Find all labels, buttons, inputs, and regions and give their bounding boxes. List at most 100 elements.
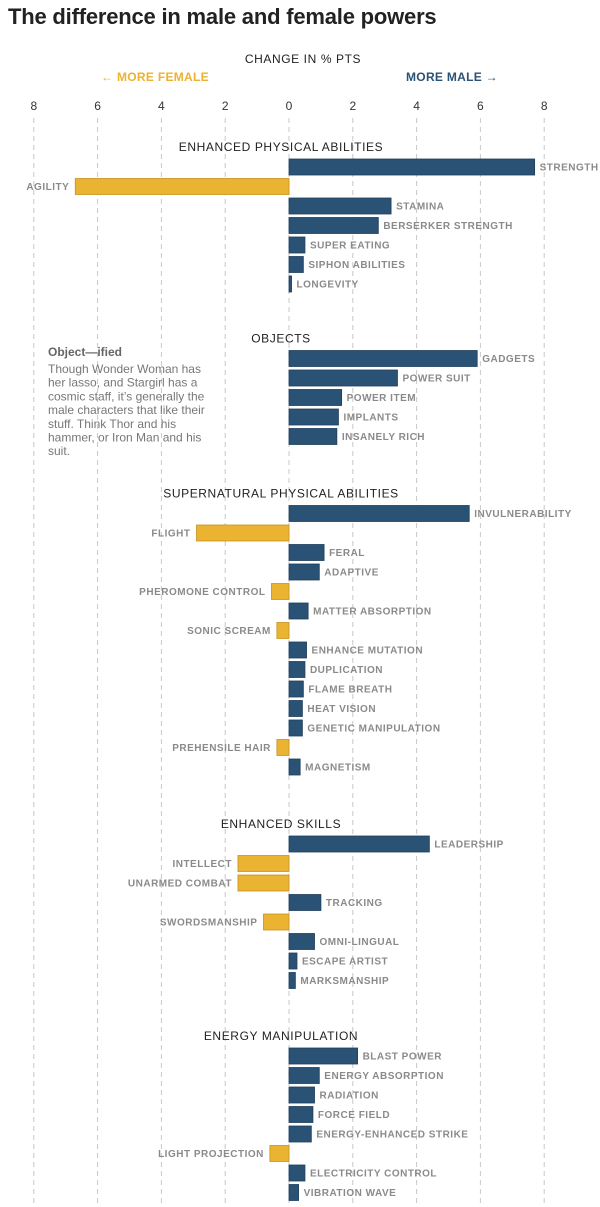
bar-male <box>288 544 325 561</box>
bar-label: STRENGTH <box>540 163 599 174</box>
bar-label: HEAT VISION <box>307 704 376 715</box>
bar-label: MATTER ABSORPTION <box>313 607 432 618</box>
bar-label: OMNI-LINGUAL <box>320 937 400 948</box>
bar-female <box>74 178 290 195</box>
bar-male <box>288 256 304 273</box>
bar-label: GENETIC MANIPULATION <box>307 724 440 735</box>
annotation-line: male characters that like their <box>48 403 205 417</box>
x-tick-label: 8 <box>541 99 548 113</box>
x-tick-label: 4 <box>158 99 165 113</box>
bar-male <box>288 1067 320 1084</box>
bar-male <box>288 894 322 911</box>
bar-label: VIBRATION WAVE <box>304 1188 397 1199</box>
bar-male <box>288 158 536 176</box>
bar-label: RADIATION <box>320 1091 379 1102</box>
bar-male <box>288 1047 358 1065</box>
annotation-line: hammer, or Iron Man and his <box>48 431 201 445</box>
bar-male <box>288 563 320 581</box>
bar-male <box>288 408 339 426</box>
bar-label: IMPLANTS <box>343 413 398 424</box>
bar-female <box>271 583 290 600</box>
bar-label: STAMINA <box>396 202 444 213</box>
bar-label: INTELLECT <box>172 859 232 870</box>
bar-label: SWORDSMANSHIP <box>160 918 258 929</box>
bar-male <box>288 236 306 254</box>
bar-male <box>288 602 309 620</box>
chart-title: The difference in male and female powers <box>8 4 437 29</box>
annotation-line: her lasso, and Stargirl has a <box>48 376 198 390</box>
bar-female <box>276 622 290 639</box>
bar-male <box>288 719 303 737</box>
bar-male <box>288 369 398 387</box>
bar-male <box>288 428 338 445</box>
bar-label: ESCAPE ARTIST <box>302 957 388 968</box>
group-label: SUPERNATURAL PHYSICAL ABILITIES <box>163 487 399 501</box>
bar-label: SONIC SCREAM <box>187 626 271 637</box>
x-tick-label: 2 <box>222 99 229 113</box>
bar-male <box>288 758 301 776</box>
x-tick-label: 8 <box>30 99 37 113</box>
bar-label: ADAPTIVE <box>324 568 379 579</box>
bar-label: FLIGHT <box>151 529 190 540</box>
bar-male <box>288 1164 306 1182</box>
bar-female <box>263 913 290 931</box>
bar-male <box>288 217 379 234</box>
group-label: ENERGY MANIPULATION <box>204 1029 358 1043</box>
annotation-line: cosmic staff, it’s generally the <box>48 389 205 403</box>
bar-label: PREHENSILE HAIR <box>172 743 271 754</box>
bar-male <box>288 505 470 522</box>
bar-female <box>237 855 290 872</box>
group-label: ENHANCED PHYSICAL ABILITIES <box>179 140 383 154</box>
bar-male <box>288 661 306 678</box>
bar-label: TRACKING <box>326 898 383 909</box>
bar-label: DUPLICATION <box>310 665 383 676</box>
bar-label: FERAL <box>329 548 365 559</box>
bar-label: ENERGY ABSORPTION <box>324 1071 444 1082</box>
more-male-label: MORE MALE → <box>406 70 498 84</box>
bar-label: INVULNERABILITY <box>474 509 572 520</box>
bar-label: ELECTRICITY CONTROL <box>310 1169 437 1180</box>
bar-label: GADGETS <box>482 354 535 365</box>
bar-male <box>288 389 343 406</box>
x-axis-title: CHANGE IN % PTS <box>245 52 361 66</box>
bar-label: LEADERSHIP <box>434 840 503 851</box>
bar-female <box>276 739 290 756</box>
bar-male <box>288 933 315 950</box>
bar-label: POWER SUIT <box>402 374 470 385</box>
bar-label: AGILITY <box>26 182 69 193</box>
bar-label: ENHANCE MUTATION <box>312 646 424 657</box>
bar-male <box>288 197 392 215</box>
annotation-line: suit. <box>48 444 70 458</box>
bar-label: LIGHT PROJECTION <box>158 1149 264 1160</box>
annotation-line: stuff. Think Thor and his <box>48 417 176 431</box>
bar-female <box>196 524 290 542</box>
x-tick-label: 0 <box>286 99 293 113</box>
bar-label: FORCE FIELD <box>318 1110 390 1121</box>
bar-male <box>288 275 292 293</box>
x-tick-label: 4 <box>413 99 420 113</box>
bar-label: PHEROMONE CONTROL <box>139 587 265 598</box>
annotation-title: Object—ified <box>48 345 122 359</box>
bar-label: MAGNETISM <box>305 763 371 774</box>
bar-male <box>288 1125 312 1143</box>
bar-male <box>288 641 307 659</box>
bar-label: UNARMED COMBAT <box>128 879 232 890</box>
bar-label: ENERGY-ENHANCED STRIKE <box>316 1130 468 1141</box>
bar-label: LONGEVITY <box>297 280 359 291</box>
bar-male <box>288 350 478 367</box>
bar-label: POWER ITEM <box>347 393 416 404</box>
bar-female <box>237 874 290 892</box>
bar-male <box>288 1086 315 1104</box>
bar-label: INSANELY RICH <box>342 432 425 443</box>
bar-label: BERSERKER STRENGTH <box>383 221 513 232</box>
bar-label: SUPER EATING <box>310 241 390 252</box>
annotation-line: Though Wonder Woman has <box>48 362 201 376</box>
bar-label: MARKSMANSHIP <box>300 976 389 987</box>
bar-label: BLAST POWER <box>363 1052 443 1063</box>
bar-male <box>288 1184 299 1201</box>
bar-label: FLAME BREATH <box>308 685 392 696</box>
x-tick-label: 6 <box>477 99 484 113</box>
bar-male <box>288 972 296 989</box>
